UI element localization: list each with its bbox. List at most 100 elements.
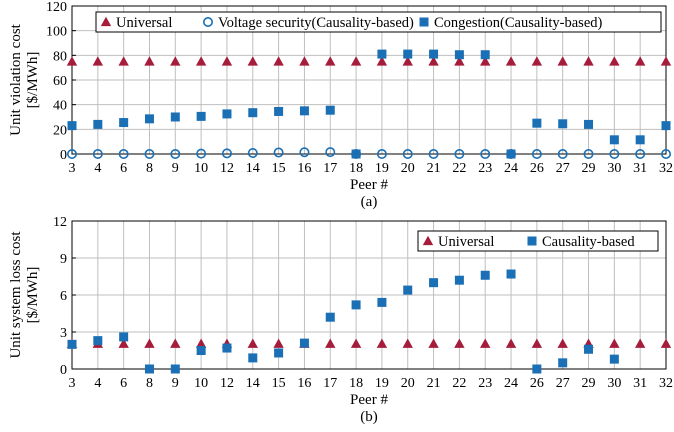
y-tick-label: 60	[53, 74, 67, 89]
data-point	[402, 338, 413, 348]
chart-caption: (a)	[361, 194, 378, 210]
data-point	[480, 338, 491, 348]
x-tick-label: 6	[120, 376, 127, 391]
legend-label: Causality-based	[542, 234, 635, 250]
data-point	[480, 149, 491, 160]
x-tick-label: 26	[530, 161, 544, 176]
data-point	[609, 354, 619, 364]
data-point	[325, 105, 335, 115]
data-point	[119, 332, 129, 342]
data-point	[583, 56, 594, 66]
data-point	[299, 106, 309, 116]
y-tick-label: 3	[60, 326, 67, 341]
data-point	[376, 56, 388, 66]
data-point	[170, 364, 180, 374]
data-point	[92, 56, 104, 66]
data-point	[67, 121, 77, 131]
data-point	[273, 147, 284, 158]
data-point	[506, 149, 516, 159]
data-point	[634, 56, 646, 66]
data-point	[195, 338, 207, 348]
x-tick-label: 27	[556, 161, 570, 176]
x-tick-label: 15	[272, 161, 286, 176]
y-axis-label-line: [$/MWh]	[25, 52, 41, 109]
x-tick-label: 18	[349, 376, 363, 391]
data-point	[531, 56, 543, 66]
data-point	[325, 147, 336, 158]
y-axis-label-line: [$/MWh]	[25, 267, 41, 324]
y-tick-label: 120	[46, 0, 67, 15]
data-point	[505, 56, 517, 66]
legend-marker	[100, 16, 112, 27]
y-tick-label: 20	[53, 123, 67, 138]
data-point	[67, 149, 78, 160]
data-point	[144, 149, 155, 160]
data-point	[119, 118, 129, 128]
x-tick-label: 3	[69, 376, 76, 391]
data-point	[299, 147, 310, 158]
y-axis-label: Unit violation cost[$/MWh]	[8, 23, 41, 135]
data-point	[661, 121, 671, 131]
data-point	[350, 338, 362, 348]
x-tick-label: 18	[349, 161, 363, 176]
legend-label: Congestion(Causality-based)	[434, 15, 603, 31]
data-point	[376, 338, 388, 348]
y-axis-label-line: Unit violation cost	[8, 23, 24, 135]
y-tick-label: 80	[53, 49, 67, 64]
data-point	[635, 149, 646, 160]
x-tick-label: 9	[172, 376, 179, 391]
y-tick-label: 0	[60, 363, 67, 378]
data-point	[273, 338, 284, 348]
x-tick-label: 16	[297, 161, 311, 176]
y-axis-label: Unit system loss cost[$/MWh]	[8, 231, 41, 359]
x-tick-label: 4	[94, 376, 101, 391]
data-point	[402, 149, 413, 160]
data-point	[274, 106, 284, 116]
x-tick-label: 9	[172, 161, 179, 176]
x-tick-label: 14	[246, 161, 260, 176]
data-point	[170, 338, 181, 348]
data-point	[248, 353, 258, 363]
x-tick-label: 12	[220, 376, 234, 391]
x-tick-label: 22	[452, 161, 466, 176]
legend-label: Universal	[438, 234, 494, 250]
data-point	[454, 56, 465, 66]
x-tick-label: 6	[120, 161, 127, 176]
data-point	[299, 338, 309, 348]
x-tick-label: 14	[246, 376, 260, 391]
data-point	[428, 56, 439, 66]
data-point	[558, 119, 568, 129]
data-point	[170, 112, 180, 122]
legend-marker	[527, 236, 537, 246]
data-point	[221, 148, 232, 159]
data-point	[299, 56, 310, 66]
x-tick-label: 8	[146, 376, 153, 391]
legend-box	[417, 230, 659, 252]
data-point	[532, 364, 542, 374]
data-point	[222, 343, 232, 353]
x-tick-label: 19	[375, 376, 389, 391]
data-point	[532, 118, 542, 128]
data-point	[506, 269, 516, 279]
data-point	[195, 56, 207, 66]
data-point	[377, 49, 387, 59]
data-point	[557, 56, 568, 66]
data-point	[531, 338, 543, 348]
data-point	[170, 56, 181, 66]
data-point	[428, 338, 439, 348]
data-point	[584, 119, 594, 129]
x-tick-label: 26	[530, 376, 544, 391]
data-point	[583, 149, 594, 160]
x-tick-label: 21	[427, 161, 441, 176]
data-point	[377, 297, 387, 307]
y-tick-label: 40	[53, 99, 67, 114]
data-point	[196, 346, 206, 355]
data-point	[480, 56, 491, 66]
x-tick-label: 24	[504, 376, 518, 391]
data-point	[635, 135, 645, 145]
data-point	[480, 270, 490, 280]
x-tick-label: 22	[452, 376, 466, 391]
data-point	[196, 111, 206, 121]
data-point	[66, 56, 78, 66]
